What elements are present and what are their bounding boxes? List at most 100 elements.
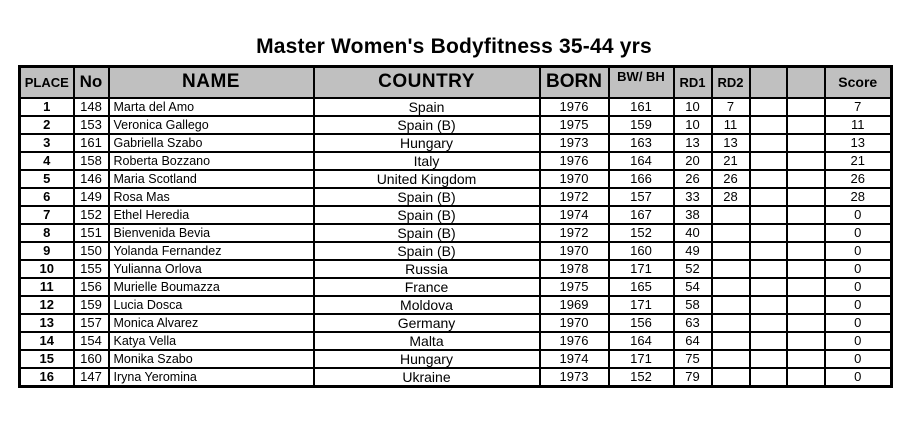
cell-col10 [785, 258, 826, 279]
cell-place: 4 [18, 150, 75, 171]
cell-country: France [312, 276, 541, 297]
cell-born: 1970 [538, 312, 610, 333]
column-header-rd2: RD2 [710, 65, 751, 99]
cell-country: Malta [312, 330, 541, 351]
results-table: PLACE No NAME COUNTRY BORN BW/ BH RD1 RD… [18, 65, 893, 388]
cell-col10 [785, 186, 826, 207]
cell-born: 1973 [538, 132, 610, 153]
cell-name: Katya Vella [107, 330, 315, 351]
cell-born: 1972 [538, 186, 610, 207]
cell-bw_bh: 156 [607, 312, 675, 333]
cell-country: Moldova [312, 294, 541, 315]
cell-bw_bh: 164 [607, 150, 675, 171]
cell-born: 1976 [538, 330, 610, 351]
cell-rd2 [710, 294, 751, 315]
cell-rd1: 49 [672, 240, 713, 261]
cell-rd2: 7 [710, 96, 751, 117]
column-header-country: COUNTRY [312, 65, 541, 99]
cell-born: 1972 [538, 222, 610, 243]
cell-bw_bh: 171 [607, 348, 675, 369]
cell-col9 [748, 240, 788, 261]
cell-place: 13 [18, 312, 75, 333]
cell-col10 [785, 222, 826, 243]
cell-rd1: 10 [672, 96, 713, 117]
cell-no: 158 [72, 150, 110, 171]
cell-rd2 [710, 258, 751, 279]
cell-born: 1970 [538, 240, 610, 261]
table-row: 11 156 Murielle Boumazza France 1975 165 54 0 [18, 276, 893, 297]
cell-bw_bh: 157 [607, 186, 675, 207]
cell-name: Murielle Boumazza [107, 276, 315, 297]
cell-rd1: 63 [672, 312, 713, 333]
cell-no: 157 [72, 312, 110, 333]
cell-no: 161 [72, 132, 110, 153]
cell-no: 160 [72, 348, 110, 369]
cell-born: 1975 [538, 114, 610, 135]
cell-country: Spain (B) [312, 186, 541, 207]
cell-name: Monika Szabo [107, 348, 315, 369]
cell-country: Ukraine [312, 366, 541, 387]
table-row: 15 160 Monika Szabo Hungary 1974 171 75 0 [18, 348, 893, 369]
results-tbody: 1 148 Marta del Amo Spain 1976 161 10 7 7 2 153 Ver… [18, 96, 893, 387]
cell-col10 [785, 204, 826, 225]
cell-born: 1973 [538, 366, 610, 387]
column-header-blank-1 [748, 65, 788, 99]
cell-score: 0 [823, 276, 893, 297]
cell-place: 10 [18, 258, 75, 279]
cell-country: Spain (B) [312, 222, 541, 243]
cell-col9 [748, 96, 788, 117]
cell-country: United Kingdom [312, 168, 541, 189]
table-row: 1 148 Marta del Amo Spain 1976 161 10 7 7 [18, 96, 893, 117]
cell-place: 1 [18, 96, 75, 117]
table-row: 14 154 Katya Vella Malta 1976 164 64 0 [18, 330, 893, 351]
cell-no: 146 [72, 168, 110, 189]
cell-score: 0 [823, 294, 893, 315]
cell-rd1: 38 [672, 204, 713, 225]
cell-no: 156 [72, 276, 110, 297]
cell-score: 0 [823, 312, 893, 333]
cell-name: Maria Scotland [107, 168, 315, 189]
cell-rd1: 52 [672, 258, 713, 279]
cell-bw_bh: 159 [607, 114, 675, 135]
cell-rd1: 10 [672, 114, 713, 135]
cell-no: 153 [72, 114, 110, 135]
cell-col9 [748, 150, 788, 171]
cell-col10 [785, 240, 826, 261]
cell-col9 [748, 312, 788, 333]
cell-rd1: 54 [672, 276, 713, 297]
cell-place: 6 [18, 186, 75, 207]
cell-col10 [785, 96, 826, 117]
cell-score: 0 [823, 258, 893, 279]
table-row: 8 151 Bienvenida Bevia Spain (B) 1972 152 40 0 [18, 222, 893, 243]
column-header-score: Score [823, 65, 893, 99]
cell-score: 26 [823, 168, 893, 189]
cell-born: 1974 [538, 204, 610, 225]
column-header-bw-bh: BW/ BH [607, 65, 675, 99]
cell-no: 147 [72, 366, 110, 387]
cell-place: 3 [18, 132, 75, 153]
cell-born: 1978 [538, 258, 610, 279]
column-header-born: BORN [538, 65, 610, 99]
cell-rd2 [710, 348, 751, 369]
cell-score: 0 [823, 240, 893, 261]
cell-country: Hungary [312, 348, 541, 369]
cell-place: 2 [18, 114, 75, 135]
table-row: 7 152 Ethel Heredia Spain (B) 1974 167 38 0 [18, 204, 893, 225]
cell-bw_bh: 152 [607, 222, 675, 243]
cell-col10 [785, 330, 826, 351]
cell-bw_bh: 167 [607, 204, 675, 225]
table-row: 13 157 Monica Alvarez Germany 1970 156 63 0 [18, 312, 893, 333]
page-title: Master Women's Bodyfitness 35-44 yrs [256, 35, 652, 58]
cell-rd2 [710, 276, 751, 297]
column-header-no: No [72, 65, 110, 99]
cell-country: Russia [312, 258, 541, 279]
table-row: 6 149 Rosa Mas Spain (B) 1972 157 33 28 28 [18, 186, 893, 207]
cell-rd2 [710, 240, 751, 261]
cell-col9 [748, 276, 788, 297]
cell-rd2: 26 [710, 168, 751, 189]
cell-born: 1976 [538, 96, 610, 117]
cell-rd2: 13 [710, 132, 751, 153]
cell-score: 0 [823, 366, 893, 387]
column-header-blank-2 [785, 65, 826, 99]
cell-place: 14 [18, 330, 75, 351]
